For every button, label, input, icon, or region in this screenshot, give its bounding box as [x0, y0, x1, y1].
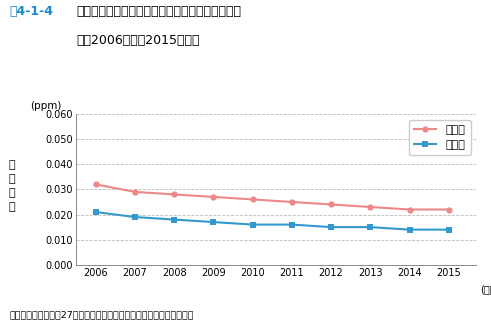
自排局 — [171, 193, 177, 196]
Text: 移（2006年度〜2015年度）: 移（2006年度〜2015年度） — [76, 34, 200, 47]
一般局 — [367, 225, 373, 229]
Text: 対策地域における二酸化窒素濃度の年平均値の推: 対策地域における二酸化窒素濃度の年平均値の推 — [76, 5, 241, 18]
自排局 — [289, 200, 295, 204]
一般局 — [407, 228, 412, 231]
一般局 — [289, 223, 295, 227]
一般局 — [171, 218, 177, 221]
Text: 資料：環境省「平成27年度大気汚染状況について（報道発表資料）」: 資料：環境省「平成27年度大気汚染状況について（報道発表資料）」 — [10, 310, 194, 319]
自排局 — [446, 208, 452, 212]
一般局 — [211, 220, 217, 224]
Line: 自排局: 自排局 — [93, 181, 452, 213]
一般局 — [132, 215, 138, 219]
自排局 — [328, 203, 334, 206]
Legend: 自排局, 一般局: 自排局, 一般局 — [409, 119, 471, 155]
自排局 — [407, 208, 412, 212]
一般局 — [93, 210, 99, 214]
自排局 — [250, 197, 256, 201]
Text: 図4-1-4: 図4-1-4 — [10, 5, 54, 18]
自排局 — [93, 182, 99, 186]
一般局 — [328, 225, 334, 229]
自排局 — [132, 190, 138, 194]
Text: 年
平
均
値: 年 平 均 値 — [9, 160, 16, 212]
一般局 — [446, 228, 452, 231]
Text: (年度): (年度) — [480, 284, 491, 294]
自排局 — [367, 205, 373, 209]
Text: (ppm): (ppm) — [30, 101, 62, 111]
自排局 — [211, 195, 217, 199]
Line: 一般局: 一般局 — [93, 209, 452, 233]
一般局 — [250, 223, 256, 227]
